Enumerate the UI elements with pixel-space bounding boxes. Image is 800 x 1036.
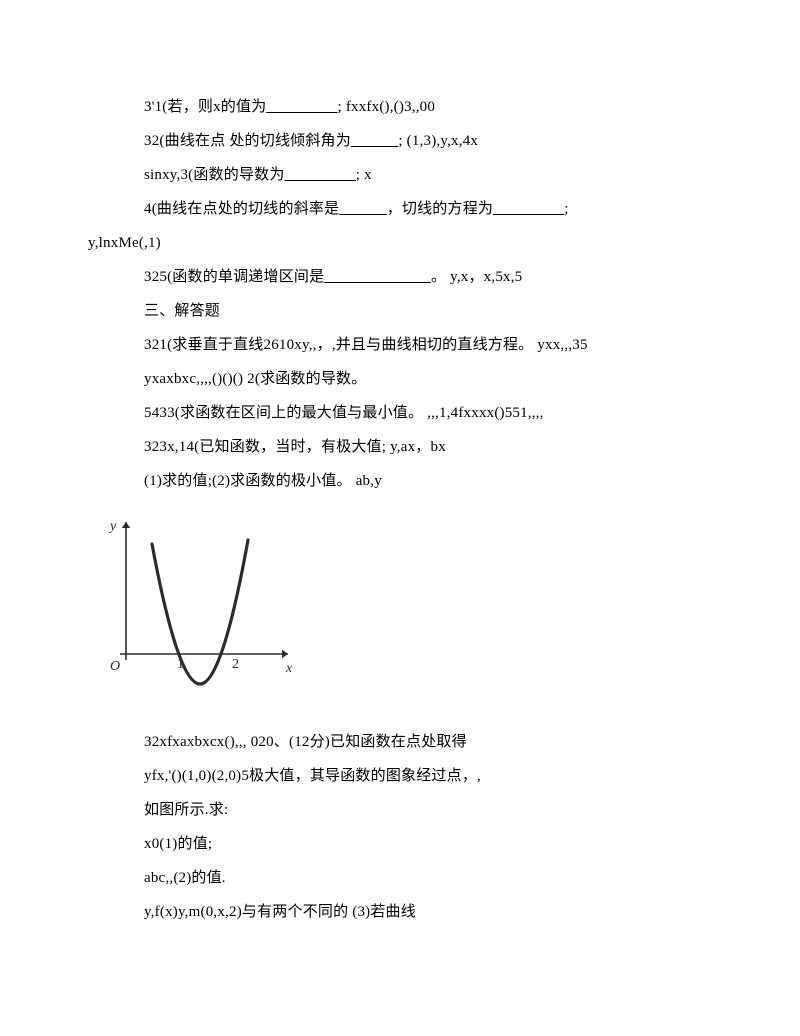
q-line-18: y,f(x)y,m(0,x,2)与有两个不同的 (3)若曲线 [88,895,720,929]
text: yxaxbxc,,,,()()() 2(求函数的导数。 [144,371,366,387]
q-line-12: (1)求的值;(2)求函数的极小值。 ab,y [88,464,720,498]
blank [266,99,337,115]
q-line-8: 321(求垂直于直线2610xy,,，,并且与曲线相切的直线方程。 yxx,,,… [88,328,720,362]
blank [339,201,386,217]
text: 323x,14(已知函数，当时，有极大值; y,ax，bx [144,439,446,455]
blank [351,133,398,149]
text: 32xfxaxbxcx(),,, 020、(12分)已知函数在点处取得 [144,734,467,750]
q-line-10: 5433(求函数在区间上的最大值与最小值。 ,,,1,4fxxxx()551,,… [88,396,720,430]
derivative-graph: y x O 1 2 [88,504,720,719]
text: x0(1)的值; [144,836,212,852]
q-line-1: 3'1(若，则x的值为 ; fxxfx(),()3,,00 [88,90,720,124]
blank [324,269,431,285]
text: 如图所示.求: [144,802,228,818]
text: 325(函数的单调递增区间是 [144,269,324,285]
q-line-11: 323x,14(已知函数，当时，有极大值; y,ax，bx [88,430,720,464]
svg-text:2: 2 [232,657,239,672]
svg-text:1: 1 [177,657,184,672]
q-line-17: abc,,(2)的值. [88,861,720,895]
text: y,f(x)y,m(0,x,2)与有两个不同的 (3)若曲线 [144,904,416,920]
document-page: 3'1(若，则x的值为 ; fxxfx(),()3,,00 32(曲线在点 处的切… [0,0,800,1036]
text: abc,,(2)的值. [144,870,226,886]
q-line-4: 4(曲线在点处的切线的斜率是 ，切线的方程为; [88,192,720,226]
text: 3'1(若，则x的值为 [144,99,266,115]
text: yfx,'()(1,0)(2,0)5极大值，其导函数的图象经过点，, [144,768,481,784]
text: ; [564,201,568,217]
q-line-13: 32xfxaxbxcx(),,, 020、(12分)已知函数在点处取得 [88,725,720,759]
svg-text:O: O [110,659,120,674]
q-line-3: sinxy,3(函数的导数为 ; x [88,158,720,192]
text: 32(曲线在点 处的切线倾斜角为 [144,133,351,149]
q-line-9: yxaxbxc,,,,()()() 2(求函数的导数。 [88,362,720,396]
q-line-15: 如图所示.求: [88,793,720,827]
text: ，切线的方程为 [387,201,493,217]
text: 5433(求函数在区间上的最大值与最小值。 ,,,1,4fxxxx()551,,… [144,405,544,421]
text: sinxy,3(函数的导数为 [144,167,285,183]
svg-text:y: y [108,519,117,534]
q-line-5: y,lnxMe(,1) [88,226,720,260]
q-line-2: 32(曲线在点 处的切线倾斜角为 ; (1,3),y,x,4x [88,124,720,158]
text: 。 y,x，x,5x,5 [431,269,522,285]
text: ; fxxfx(),()3,,00 [338,99,436,115]
text: 321(求垂直于直线2610xy,,，,并且与曲线相切的直线方程。 yxx,,,… [144,337,588,353]
text: ; (1,3),y,x,4x [398,133,478,149]
q-line-6: 325(函数的单调递增区间是 。 y,x，x,5x,5 [88,260,720,294]
section-heading: 三、解答题 [88,294,720,328]
q-line-14: yfx,'()(1,0)(2,0)5极大值，其导函数的图象经过点，, [88,759,720,793]
text: 三、解答题 [144,303,220,319]
text: 4(曲线在点处的切线的斜率是 [144,201,339,217]
graph-svg: y x O 1 2 [88,504,308,714]
q-line-16: x0(1)的值; [88,827,720,861]
text: y,lnxMe(,1) [88,235,161,251]
svg-text:x: x [285,661,293,676]
text: (1)求的值;(2)求函数的极小值。 ab,y [144,473,382,489]
blank [493,201,564,217]
blank [285,167,356,183]
text: ; x [356,167,372,183]
